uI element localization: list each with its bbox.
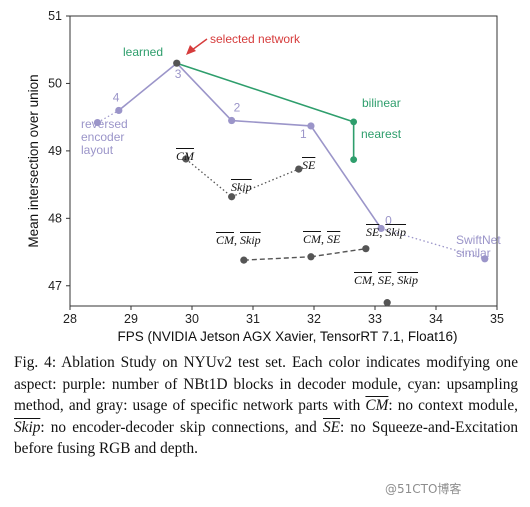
purple-point-label: 1 xyxy=(300,127,307,141)
label-se-skip: SE, Skip xyxy=(366,225,407,239)
purple-line xyxy=(231,119,312,127)
purple-dotted-line xyxy=(97,109,120,124)
swiftnet-label: similar xyxy=(456,246,491,260)
x-tick-label: 31 xyxy=(246,312,260,326)
x-tick-label: 32 xyxy=(307,312,321,326)
label-skip: Skip xyxy=(231,180,252,194)
y-axis-title: Mean intersection over union xyxy=(26,74,41,247)
x-tick-label: 33 xyxy=(368,312,382,326)
series-points xyxy=(93,59,489,307)
gray-dotted-line xyxy=(231,168,299,198)
selected-arrow-line xyxy=(191,38,208,51)
x-tick-label: 29 xyxy=(124,312,138,326)
swiftnet-label: SwiftNet xyxy=(456,233,501,247)
gray-point xyxy=(295,165,303,173)
purple-point-label: 2 xyxy=(234,101,241,115)
nearest-label: nearest xyxy=(361,127,402,141)
reversed-encoder-label: encoder xyxy=(81,130,124,144)
plot-frame xyxy=(69,15,498,307)
figure-caption: Fig. 4: Ablation Study on NYUv2 test set… xyxy=(14,354,518,458)
selected-arrow-head xyxy=(186,45,196,55)
series-lines xyxy=(97,62,485,261)
green-point xyxy=(350,156,358,164)
annotations: 4 3 2 1 0 learned selected network reversedenco… xyxy=(81,32,501,260)
watermark: @51CTO博客 xyxy=(385,482,462,496)
gray-point xyxy=(362,245,370,253)
label-cm: CM xyxy=(176,149,194,163)
purple-point xyxy=(173,59,181,67)
label-cm-se: CM, SE xyxy=(303,232,341,246)
y-tick-label: 49 xyxy=(48,144,62,158)
green-point xyxy=(350,118,358,126)
purple-point xyxy=(93,118,102,127)
y-tick-label: 51 xyxy=(48,9,62,23)
y-tick-label: 48 xyxy=(48,211,62,225)
purple-point-label: 3 xyxy=(175,67,182,81)
learned-label: learned xyxy=(123,45,163,59)
green-line xyxy=(176,62,354,123)
gray-point xyxy=(383,299,391,307)
gray-point xyxy=(240,256,248,264)
selected-network-label: selected network xyxy=(210,32,301,46)
purple-point xyxy=(481,255,489,263)
bilinear-label: bilinear xyxy=(362,96,401,110)
label-se: SE xyxy=(302,158,316,172)
gray-dashed-line xyxy=(243,256,311,261)
x-tick-label: 30 xyxy=(185,312,199,326)
gray-point xyxy=(307,253,315,261)
reversed-encoder-label: layout xyxy=(81,143,114,157)
gray-dashed-line xyxy=(310,247,366,258)
x-tick-label: 28 xyxy=(63,312,77,326)
x-tick-label: 35 xyxy=(490,312,504,326)
purple-line xyxy=(310,125,382,229)
purple-point xyxy=(115,106,123,115)
gray-dotted-line xyxy=(185,158,233,198)
reversed-encoder-label: reversed xyxy=(81,117,128,131)
gray-point xyxy=(228,193,236,201)
y-tick-label: 47 xyxy=(48,279,62,293)
purple-point-label: 4 xyxy=(113,90,120,104)
y-tick-label: 50 xyxy=(48,76,62,90)
purple-point xyxy=(307,122,315,130)
purple-point-label: 0 xyxy=(385,213,392,227)
purple-point xyxy=(228,116,236,125)
x-axis-title: FPS (NVIDIA Jetson AGX Xavier, TensorRT … xyxy=(118,329,458,344)
label-cm-skip: CM, Skip xyxy=(216,233,261,247)
purple-point xyxy=(377,224,385,233)
x-tick-label: 34 xyxy=(429,312,443,326)
gray-point xyxy=(182,155,190,163)
label-cm-se-skip: CM, SE, Skip xyxy=(354,273,419,287)
purple-line xyxy=(118,62,178,112)
purple-line xyxy=(176,62,233,122)
